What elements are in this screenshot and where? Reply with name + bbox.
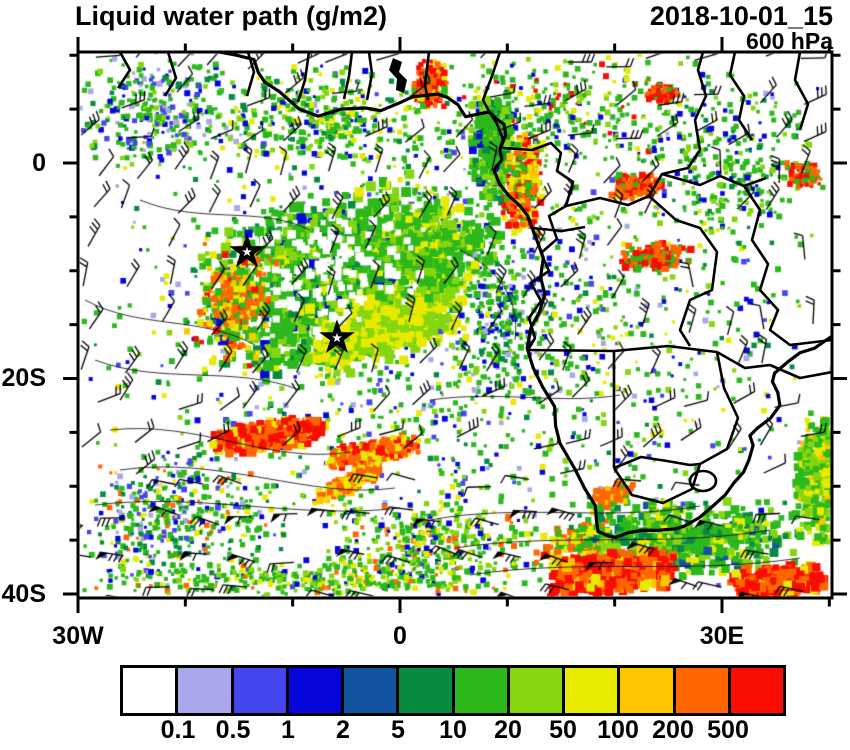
colorbar-tick-label: 50 bbox=[549, 716, 577, 744]
map-land-layer bbox=[116, 52, 832, 539]
lesotho-border bbox=[688, 469, 718, 493]
lon-axis-label-0: 0 bbox=[393, 622, 407, 650]
map-frame bbox=[76, 50, 834, 600]
plot-title: Liquid water path (g/m2) bbox=[75, 1, 388, 31]
star-marker bbox=[319, 319, 355, 354]
colorbar-tick-label: 0.5 bbox=[215, 716, 251, 744]
colorbar-box bbox=[123, 668, 179, 713]
colorbar-box bbox=[509, 668, 565, 713]
colorbar-box bbox=[344, 668, 400, 713]
colorbar-box bbox=[565, 668, 621, 713]
colorbar-tick-label: 200 bbox=[652, 716, 694, 744]
colorbar-box bbox=[233, 668, 289, 713]
country-border bbox=[716, 350, 832, 380]
lon-axis-label-30w: 30W bbox=[52, 622, 104, 650]
country-border bbox=[116, 52, 132, 89]
timestamp-label: 2018-10-01_15 bbox=[649, 1, 833, 31]
colorbar-tick-label: 100 bbox=[597, 716, 639, 744]
country-border bbox=[296, 52, 311, 103]
country-border bbox=[342, 52, 354, 100]
colorbar-box bbox=[620, 668, 676, 713]
colorbar-box bbox=[288, 668, 344, 713]
colorbar-tick-label: 500 bbox=[707, 716, 749, 744]
country-border bbox=[728, 52, 754, 141]
country-border bbox=[742, 185, 832, 347]
colorbar-tick-label: 2 bbox=[336, 716, 350, 744]
country-border bbox=[648, 195, 719, 347]
lat-axis-label-20s: 20S bbox=[1, 364, 46, 392]
star-marker bbox=[229, 233, 265, 268]
country-border bbox=[793, 52, 810, 131]
country-border bbox=[487, 110, 505, 149]
lon-axis-label-30e: 30E bbox=[699, 622, 745, 650]
pressure-level-label: 600 hPa bbox=[746, 28, 833, 54]
colorbar bbox=[120, 665, 786, 716]
country-border bbox=[531, 225, 586, 233]
axis-ticks bbox=[63, 37, 847, 613]
colorbar-tick-label: 5 bbox=[391, 716, 405, 744]
country-border bbox=[661, 172, 767, 188]
country-border bbox=[613, 344, 718, 354]
lake-volta bbox=[389, 58, 407, 93]
country-border bbox=[163, 52, 178, 97]
country-border bbox=[699, 351, 740, 466]
lat-axis-label-0: 0 bbox=[32, 149, 46, 177]
country-border bbox=[527, 348, 615, 353]
country-border bbox=[245, 52, 256, 97]
country-border bbox=[423, 52, 431, 101]
country-border bbox=[365, 52, 374, 101]
colorbar-box bbox=[178, 668, 234, 713]
lat-axis-label-40s: 40S bbox=[1, 580, 46, 608]
country-border bbox=[565, 52, 708, 208]
colorbar-tick-label: 10 bbox=[439, 716, 467, 744]
country-border bbox=[502, 141, 575, 351]
country-border bbox=[481, 52, 502, 112]
colorbar-box bbox=[730, 668, 783, 713]
colorbar-box bbox=[675, 668, 731, 713]
country-border bbox=[612, 463, 702, 505]
colorbar-tick-label: 20 bbox=[494, 716, 522, 744]
colorbar-box bbox=[454, 668, 510, 713]
country-border bbox=[613, 455, 701, 470]
colorbar-box bbox=[399, 668, 455, 713]
colorbar-tick-label: 1 bbox=[281, 716, 295, 744]
colorbar-tick-label: 0.1 bbox=[160, 716, 196, 744]
